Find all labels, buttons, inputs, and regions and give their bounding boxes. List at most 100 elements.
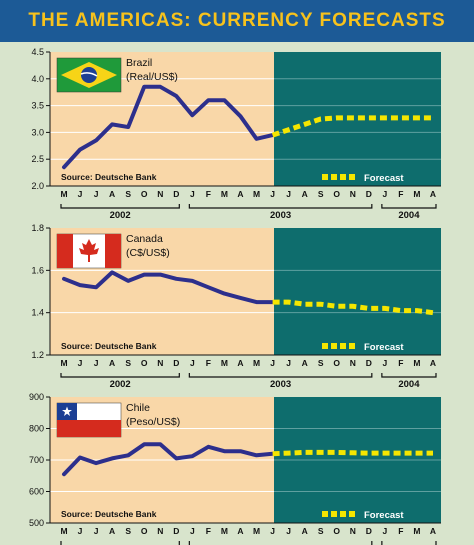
forecast-legend-label: Forecast <box>364 342 404 353</box>
year-bracket <box>60 373 180 378</box>
unit-label: (Peso/US$) <box>126 416 180 428</box>
month-tick-label: O <box>333 189 340 199</box>
month-tick-label: S <box>318 358 324 368</box>
month-tick-label: A <box>430 526 436 536</box>
y-tick-label: 4.5 <box>31 47 44 57</box>
month-tick-label: M <box>413 189 420 199</box>
history-series-line <box>62 84 275 170</box>
month-tick-label: J <box>383 358 388 368</box>
month-tick-label: J <box>190 526 195 536</box>
year-label: 2002 <box>110 379 131 390</box>
year-bracket <box>60 541 180 545</box>
year-bracket <box>188 204 373 209</box>
month-tick-label: A <box>109 189 115 199</box>
month-tick-label: N <box>157 189 163 199</box>
source-label: Source: Deutsche Bank <box>61 172 157 182</box>
month-tick-label: J <box>270 358 275 368</box>
canada-flag <box>56 233 122 269</box>
month-tick-label: A <box>237 189 243 199</box>
month-tick-label: F <box>398 189 403 199</box>
month-tick-label: A <box>302 358 308 368</box>
flag-bottom <box>57 420 121 437</box>
month-tick-label: D <box>173 189 179 199</box>
month-tick-label: A <box>237 358 243 368</box>
y-tick-label: 3.0 <box>31 127 44 137</box>
flag-band <box>80 72 98 77</box>
unit-label: (Real/US$) <box>126 71 178 83</box>
flag-bar-left <box>57 234 73 268</box>
year-bracket <box>381 541 437 545</box>
month-tick-label: F <box>398 358 403 368</box>
year-bracket <box>188 373 373 378</box>
month-tick-label: N <box>157 358 163 368</box>
y-tick-label: 1.8 <box>31 223 44 233</box>
y-tick-label: 500 <box>29 518 44 528</box>
month-tick-label: D <box>366 189 372 199</box>
month-tick-label: F <box>206 358 211 368</box>
maple-leaf-icon <box>79 239 99 262</box>
y-tick-label: 3.5 <box>31 101 44 111</box>
unit-label: (C$/US$) <box>126 247 170 259</box>
month-tick-label: N <box>350 358 356 368</box>
month-tick-label: N <box>350 526 356 536</box>
page-title: THE AMERICAS: CURRENCY FORECASTS <box>28 10 446 31</box>
month-tick-label: D <box>366 358 372 368</box>
month-tick-label: A <box>109 358 115 368</box>
y-tick-label: 900 <box>29 392 44 402</box>
month-tick-label: M <box>221 358 228 368</box>
month-tick-label: N <box>157 526 163 536</box>
month-tick-label: M <box>221 526 228 536</box>
month-tick-label: D <box>366 526 372 536</box>
year-bracket <box>188 541 373 545</box>
chart-panel-canada: 1.8 1.6 1.4 1.2 Canada (C$/US$) Source: Deutsc… <box>31 223 441 390</box>
month-tick-label: D <box>173 358 179 368</box>
month-tick-label: S <box>125 526 131 536</box>
month-tick-label: J <box>94 189 99 199</box>
source-label: Source: Deutsche Bank <box>61 341 157 351</box>
month-tick-label: A <box>237 526 243 536</box>
month-tick-label: S <box>125 358 131 368</box>
month-tick-label: N <box>350 189 356 199</box>
star-icon <box>62 406 72 416</box>
month-tick-label: J <box>286 358 291 368</box>
month-tick-label: J <box>78 526 83 536</box>
month-tick-label: S <box>318 526 324 536</box>
flag-globe <box>81 67 97 83</box>
y-tick-label: 1.6 <box>31 265 44 275</box>
month-tick-label: S <box>318 189 324 199</box>
month-tick-label: A <box>430 358 436 368</box>
chart-panel-chile: 900 800 700 600 500 Chile (Peso/US$) Source: De… <box>29 392 441 545</box>
month-tick-label: J <box>190 189 195 199</box>
month-tick-label: O <box>333 526 340 536</box>
month-tick-label: O <box>333 358 340 368</box>
month-tick-label: O <box>141 358 148 368</box>
y-tick-label: 700 <box>29 455 44 465</box>
forecast-legend-label: Forecast <box>364 173 404 184</box>
y-tick-label: 1.4 <box>31 308 44 318</box>
month-tick-label: J <box>94 358 99 368</box>
month-tick-label: D <box>173 526 179 536</box>
year-bracket <box>381 204 437 209</box>
month-tick-label: J <box>270 189 275 199</box>
month-tick-label: M <box>60 526 67 536</box>
month-tick-label: M <box>253 358 260 368</box>
chile-flag <box>56 402 122 438</box>
y-tick-label: 1.2 <box>31 350 44 360</box>
month-tick-label: A <box>302 189 308 199</box>
month-tick-label: M <box>413 358 420 368</box>
month-tick-label: F <box>206 189 211 199</box>
title-bar: THE AMERICAS: CURRENCY FORECASTS <box>0 0 474 42</box>
month-tick-label: M <box>253 189 260 199</box>
year-label: 2002 <box>110 210 131 221</box>
month-tick-label: S <box>125 189 131 199</box>
flag-bar-right <box>105 234 121 268</box>
month-tick-label: O <box>141 189 148 199</box>
brazil-flag <box>56 57 122 93</box>
month-tick-label: M <box>413 526 420 536</box>
chart-panel-brazil: 4.5 4.0 3.5 3.0 2.5 2.0 Brazil (Real/US$) Source… <box>31 47 441 221</box>
forecast-legend-label: Forecast <box>364 510 404 521</box>
month-tick-label: M <box>253 526 260 536</box>
y-tick-label: 2.5 <box>31 154 44 164</box>
year-label: 2004 <box>398 210 420 221</box>
